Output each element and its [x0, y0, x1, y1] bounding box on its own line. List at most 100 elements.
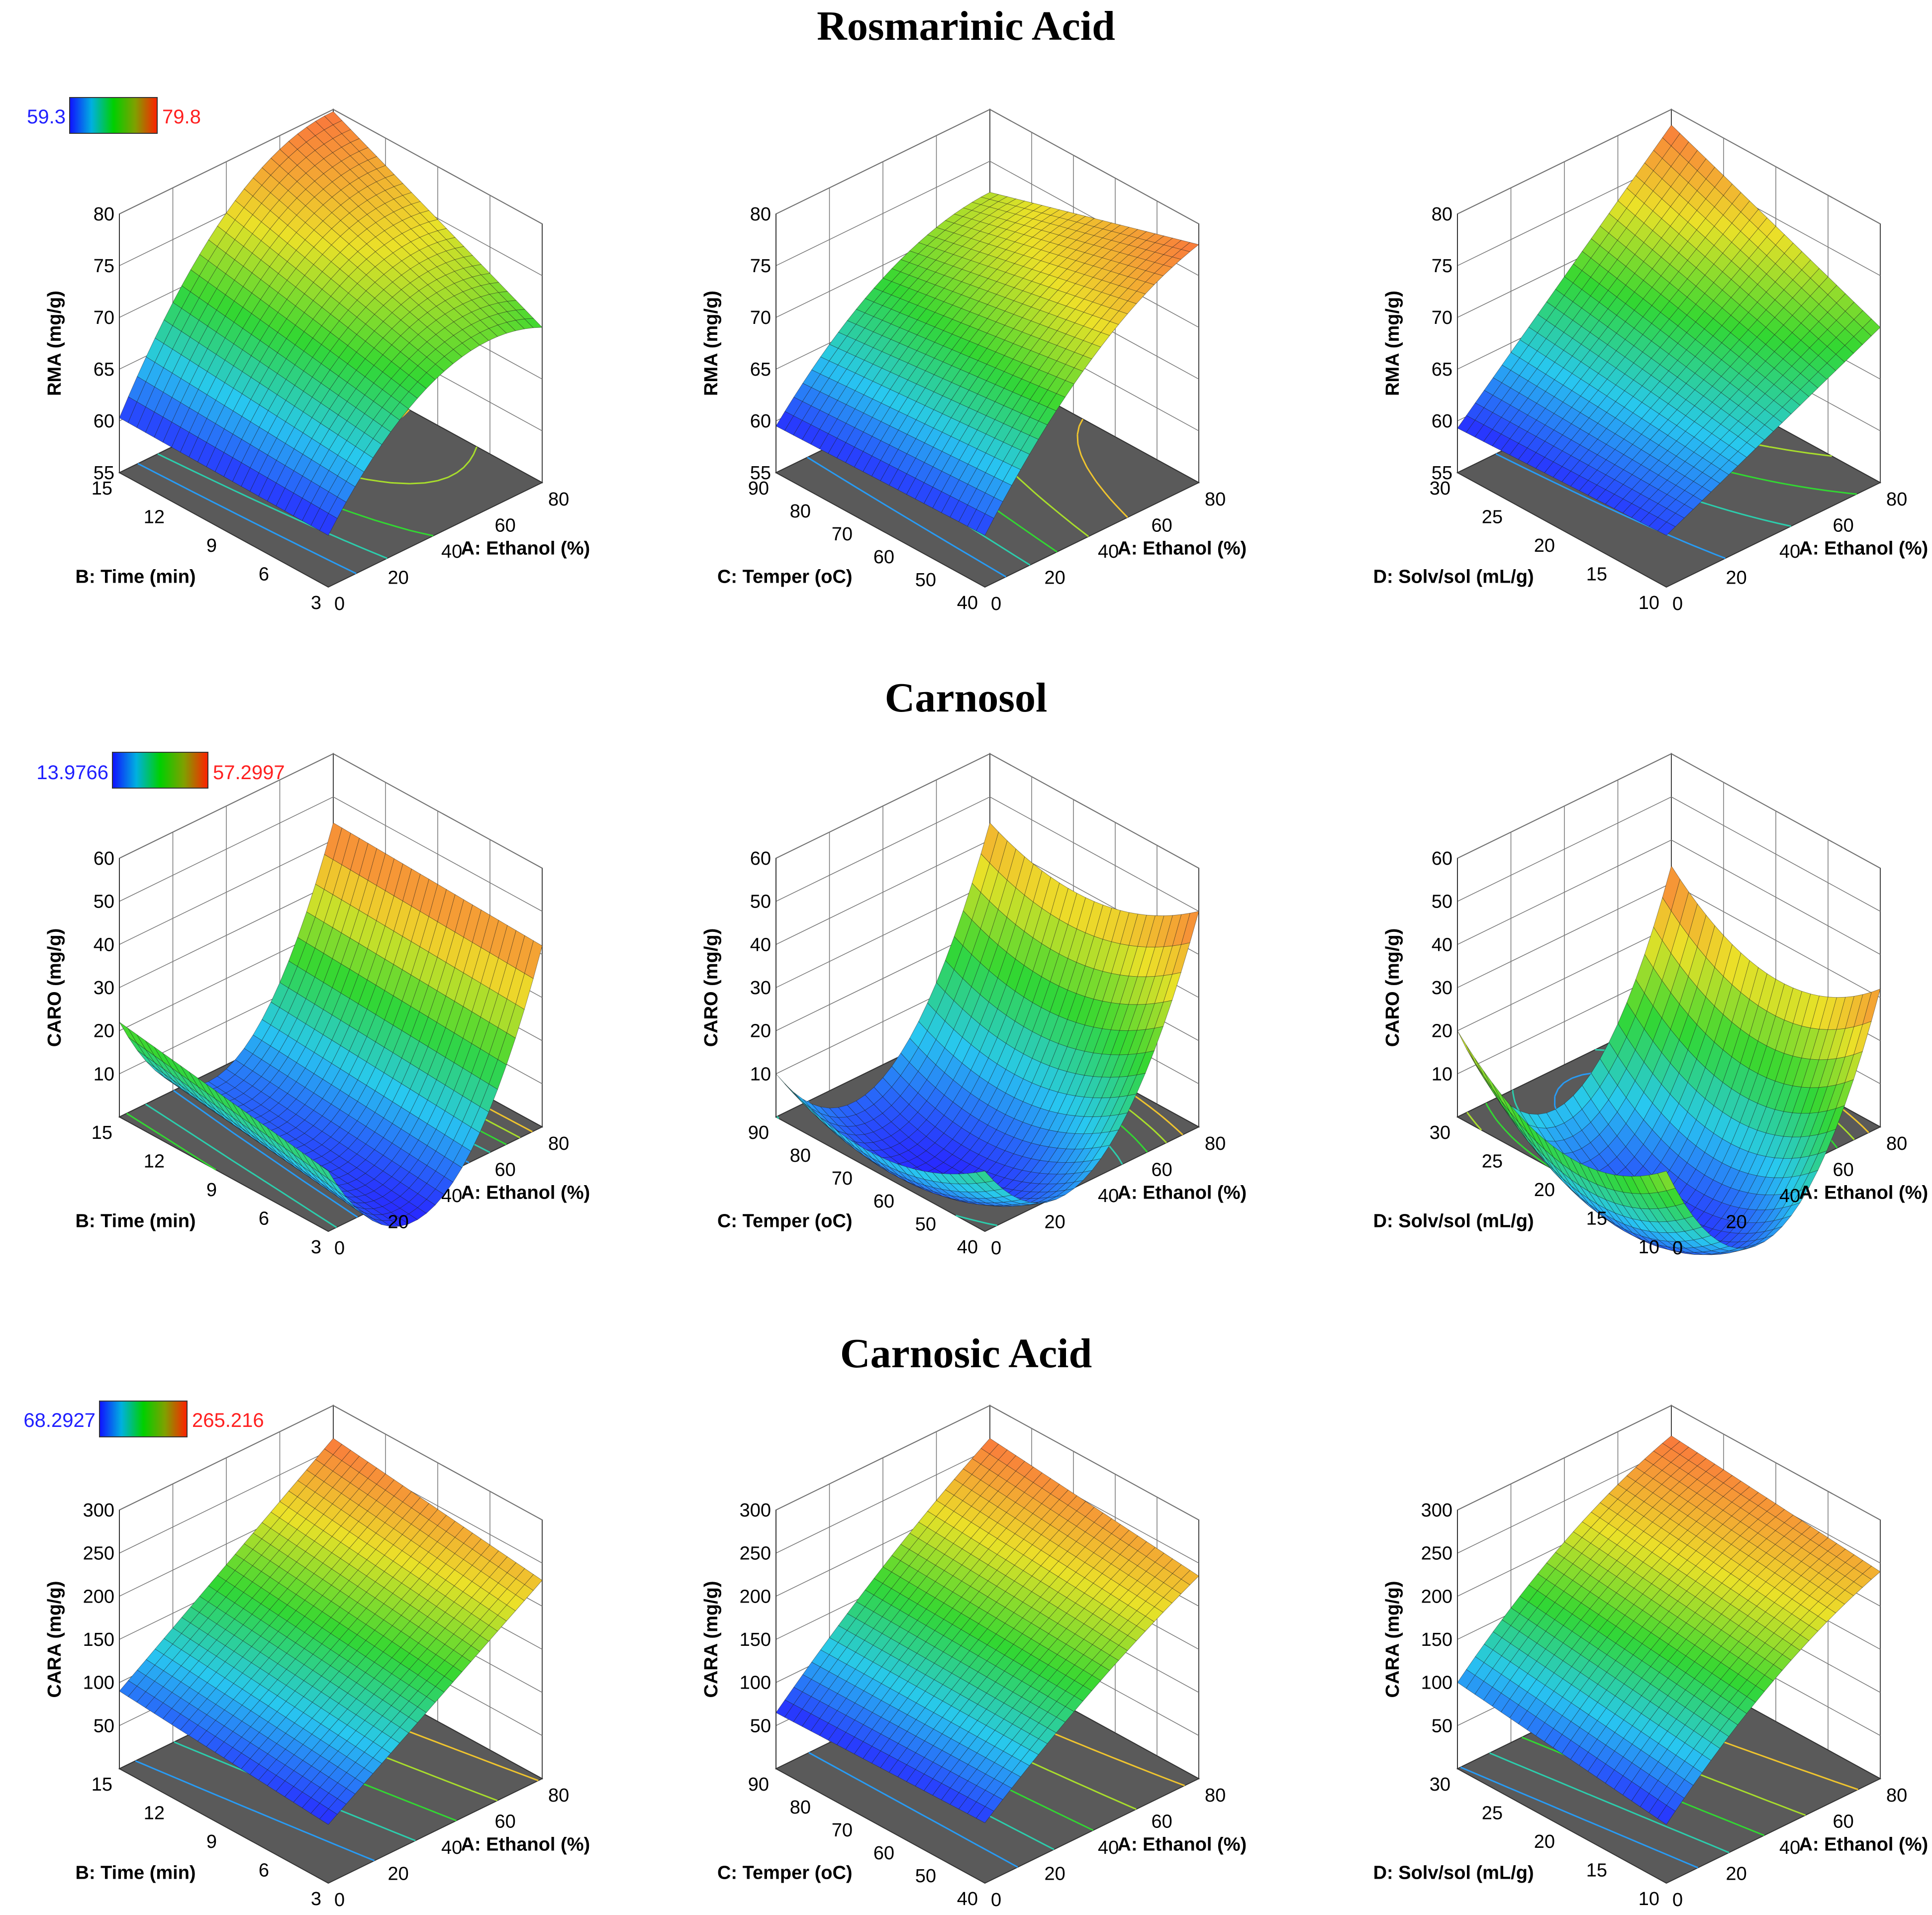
x-tick-label: 80	[1205, 489, 1226, 510]
z-tick-label: 75	[94, 256, 114, 277]
x-tick-label: 0	[1672, 594, 1683, 614]
y-tick-label: 70	[832, 524, 853, 545]
x-tick-label: 60	[495, 1160, 516, 1181]
colorbar-carnosic-acid: 68.2927 265.216	[23, 1401, 264, 1437]
y-axis-label: C: Temper (oC)	[717, 1210, 853, 1231]
y-tick-label: 80	[790, 1145, 811, 1166]
x-tick-label: 60	[1152, 1160, 1172, 1181]
z-tick-label: 40	[1432, 934, 1452, 955]
y-axis-label: B: Time (min)	[76, 566, 196, 587]
z-tick-label: 55	[94, 463, 114, 484]
z-tick-label: 40	[94, 934, 114, 955]
y-tick-label: 90	[748, 478, 769, 499]
z-tick-label: 50	[1432, 892, 1452, 912]
z-tick-label: 150	[83, 1629, 114, 1650]
surface-patch	[975, 513, 994, 536]
y-tick-label: 20	[1534, 535, 1555, 556]
y-tick-label: 15	[1586, 1209, 1607, 1229]
y-tick-label: 80	[790, 1797, 811, 1818]
z-tick-label: 70	[94, 307, 114, 328]
z-tick-label: 30	[750, 978, 771, 999]
z-tick-label: 75	[750, 256, 771, 277]
y-tick-label: 70	[832, 1168, 853, 1189]
floor-contour-line	[137, 463, 357, 575]
x-tick-label: 80	[1205, 1785, 1226, 1806]
x-axis-label: A: Ethanol (%)	[1799, 1183, 1929, 1204]
y-tick-label: 50	[915, 1866, 936, 1887]
colorbar-min-label: 68.2927	[23, 1410, 96, 1431]
y-tick-label: 15	[92, 478, 112, 499]
z-tick-label: 250	[83, 1543, 114, 1564]
y-axis-label: D: Solv/sol (mL/g)	[1373, 566, 1534, 587]
wall-gridline	[119, 796, 543, 912]
x-tick-label: 60	[1152, 515, 1172, 536]
z-axis-label: RMA (mg/g)	[1382, 291, 1403, 396]
y-tick-label: 9	[206, 1831, 217, 1852]
y-tick-label: 90	[748, 1122, 769, 1143]
y-tick-label: 3	[311, 1237, 321, 1258]
colorbar-carnosol: 13.9766 57.2997	[36, 752, 285, 789]
colorbar-max-label: 57.2997	[213, 762, 285, 784]
x-tick-label: 40	[1779, 541, 1800, 562]
x-tick-label: 20	[1045, 1864, 1065, 1885]
y-axis-label: C: Temper (oC)	[717, 566, 853, 587]
y-tick-label: 80	[790, 501, 811, 522]
z-tick-label: 65	[94, 359, 114, 380]
wall-gridline	[119, 109, 543, 224]
colorbar-gradient	[112, 752, 208, 789]
z-tick-label: 60	[94, 411, 114, 432]
wall-gridline	[775, 109, 1199, 224]
y-tick-label: 25	[1482, 507, 1503, 528]
x-axis-label: A: Ethanol (%)	[461, 1183, 590, 1204]
x-tick-label: 40	[441, 1837, 462, 1858]
z-tick-label: 60	[750, 411, 771, 432]
x-tick-label: 40	[441, 1186, 462, 1207]
x-tick-label: 0	[991, 594, 1001, 614]
y-tick-label: 40	[957, 593, 978, 613]
z-axis-label: CARA (mg/g)	[44, 1581, 65, 1698]
z-tick-label: 75	[1432, 256, 1452, 277]
wall-gridline	[1457, 109, 1881, 224]
y-tick-label: 70	[832, 1820, 853, 1841]
z-tick-label: 250	[740, 1543, 771, 1564]
x-tick-label: 40	[1098, 541, 1119, 562]
y-tick-label: 15	[92, 1122, 112, 1143]
x-tick-label: 20	[1726, 1212, 1747, 1233]
z-tick-label: 60	[1432, 848, 1452, 869]
surface-patch	[319, 513, 338, 536]
x-axis-label: A: Ethanol (%)	[461, 538, 590, 559]
y-tick-label: 6	[259, 1209, 269, 1229]
x-tick-label: 0	[991, 1890, 1001, 1911]
x-tick-label: 0	[334, 1238, 345, 1259]
z-tick-label: 70	[750, 307, 771, 328]
z-tick-label: 30	[1432, 978, 1452, 999]
y-tick-label: 50	[915, 570, 936, 591]
y-tick-label: 10	[1639, 593, 1659, 613]
x-tick-label: 20	[1726, 568, 1747, 589]
z-tick-label: 10	[94, 1064, 114, 1085]
x-tick-label: 60	[1152, 1812, 1172, 1832]
x-tick-label: 80	[1886, 1133, 1907, 1154]
z-tick-label: 70	[1432, 307, 1452, 328]
z-tick-label: 300	[83, 1500, 114, 1521]
z-tick-label: 80	[94, 204, 114, 225]
z-tick-label: 200	[83, 1586, 114, 1607]
z-tick-label: 30	[94, 978, 114, 999]
z-tick-label: 20	[94, 1021, 114, 1042]
y-tick-label: 6	[259, 1860, 269, 1881]
z-tick-label: 55	[1432, 463, 1452, 484]
floor-contour-line	[807, 456, 1007, 578]
x-tick-label: 60	[1833, 1160, 1854, 1181]
surface-plot-cara-ethanol-solvsol: 501001502002503000204060801015202530CARA…	[1373, 1405, 1928, 1911]
y-tick-label: 25	[1482, 1151, 1503, 1172]
x-tick-label: 0	[334, 1890, 345, 1911]
y-tick-label: 12	[144, 1151, 165, 1172]
z-axis-label: CARO (mg/g)	[44, 928, 65, 1047]
x-tick-label: 20	[388, 568, 409, 589]
z-tick-label: 50	[750, 1715, 771, 1736]
